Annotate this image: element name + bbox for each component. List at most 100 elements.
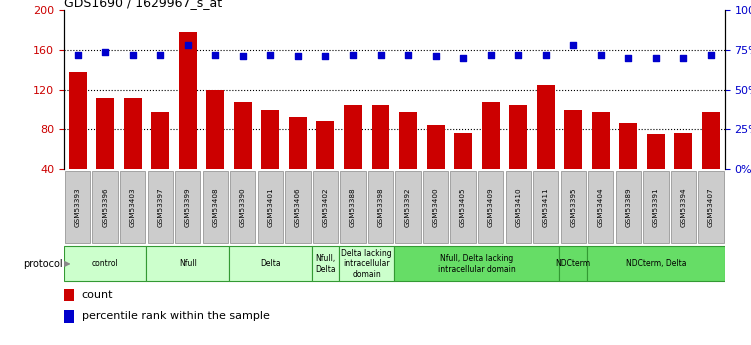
Point bbox=[375, 52, 387, 58]
Text: GSM53403: GSM53403 bbox=[130, 187, 136, 227]
Text: percentile rank within the sample: percentile rank within the sample bbox=[82, 312, 270, 322]
FancyBboxPatch shape bbox=[120, 170, 146, 244]
Bar bbox=[537, 85, 555, 209]
Text: GSM53393: GSM53393 bbox=[74, 187, 80, 227]
Text: GSM53404: GSM53404 bbox=[598, 187, 604, 227]
Point bbox=[512, 52, 524, 58]
FancyBboxPatch shape bbox=[478, 170, 503, 244]
FancyBboxPatch shape bbox=[230, 170, 255, 244]
Bar bbox=[344, 105, 362, 209]
Text: GSM53405: GSM53405 bbox=[460, 187, 466, 227]
Point bbox=[540, 52, 552, 58]
Bar bbox=[339, 246, 394, 282]
FancyBboxPatch shape bbox=[368, 170, 394, 244]
Point bbox=[623, 55, 635, 61]
FancyBboxPatch shape bbox=[340, 170, 366, 244]
Bar bbox=[647, 134, 665, 209]
Text: GSM53410: GSM53410 bbox=[515, 187, 521, 227]
Text: protocol: protocol bbox=[23, 259, 62, 269]
Bar bbox=[702, 111, 720, 209]
FancyBboxPatch shape bbox=[285, 170, 311, 244]
Text: NDCterm, Delta: NDCterm, Delta bbox=[626, 259, 686, 268]
Bar bbox=[620, 124, 638, 209]
Text: GSM53397: GSM53397 bbox=[157, 187, 163, 227]
Point bbox=[402, 52, 414, 58]
Point bbox=[182, 42, 194, 48]
Text: Nfull,
Delta: Nfull, Delta bbox=[315, 254, 336, 274]
Point bbox=[210, 52, 222, 58]
Bar bbox=[427, 125, 445, 209]
Bar bbox=[674, 133, 692, 209]
Text: GSM53388: GSM53388 bbox=[350, 187, 356, 227]
Point bbox=[319, 53, 331, 59]
Text: GSM53409: GSM53409 bbox=[487, 187, 493, 227]
Point bbox=[595, 52, 607, 58]
Bar bbox=[316, 121, 334, 209]
Bar bbox=[68, 72, 86, 209]
FancyBboxPatch shape bbox=[175, 170, 201, 244]
Point bbox=[99, 49, 111, 55]
Point bbox=[705, 52, 717, 58]
Point bbox=[484, 52, 496, 58]
Text: GSM53400: GSM53400 bbox=[433, 187, 439, 227]
Text: GSM53398: GSM53398 bbox=[378, 187, 384, 227]
Text: count: count bbox=[82, 290, 113, 300]
Bar bbox=[179, 32, 197, 209]
FancyBboxPatch shape bbox=[616, 170, 641, 244]
FancyBboxPatch shape bbox=[588, 170, 614, 244]
Bar bbox=[372, 105, 390, 209]
Text: GSM53401: GSM53401 bbox=[267, 187, 273, 227]
FancyBboxPatch shape bbox=[92, 170, 118, 244]
FancyBboxPatch shape bbox=[258, 170, 283, 244]
FancyBboxPatch shape bbox=[203, 170, 228, 244]
Text: GSM53411: GSM53411 bbox=[543, 187, 549, 227]
Point bbox=[457, 55, 469, 61]
Bar bbox=[399, 111, 417, 209]
Text: GSM53392: GSM53392 bbox=[405, 187, 411, 227]
Bar bbox=[587, 246, 725, 282]
Text: GSM53399: GSM53399 bbox=[185, 187, 191, 227]
Bar bbox=[394, 246, 559, 282]
FancyBboxPatch shape bbox=[533, 170, 559, 244]
Bar bbox=[234, 101, 252, 209]
Point bbox=[292, 53, 304, 59]
Text: GSM53406: GSM53406 bbox=[295, 187, 301, 227]
FancyBboxPatch shape bbox=[423, 170, 448, 244]
Point bbox=[127, 52, 139, 58]
Bar bbox=[559, 246, 587, 282]
Point bbox=[71, 52, 83, 58]
Text: Nfull, Delta lacking
intracellular domain: Nfull, Delta lacking intracellular domai… bbox=[438, 254, 516, 274]
Bar bbox=[289, 117, 307, 209]
Bar bbox=[261, 109, 279, 209]
FancyBboxPatch shape bbox=[643, 170, 668, 244]
Bar bbox=[64, 310, 74, 323]
Text: GSM53396: GSM53396 bbox=[102, 187, 108, 227]
Text: GSM53402: GSM53402 bbox=[322, 187, 328, 227]
FancyBboxPatch shape bbox=[560, 170, 586, 244]
Text: GDS1690 / 1629967_s_at: GDS1690 / 1629967_s_at bbox=[64, 0, 222, 9]
Point bbox=[347, 52, 359, 58]
Text: GSM53389: GSM53389 bbox=[626, 187, 632, 227]
FancyBboxPatch shape bbox=[451, 170, 476, 244]
Bar bbox=[312, 246, 339, 282]
Bar bbox=[229, 246, 312, 282]
Text: GSM53395: GSM53395 bbox=[570, 187, 576, 227]
Bar bbox=[564, 109, 582, 209]
FancyBboxPatch shape bbox=[698, 170, 724, 244]
Bar bbox=[509, 105, 527, 209]
Text: GSM53390: GSM53390 bbox=[240, 187, 246, 227]
Bar bbox=[64, 289, 74, 301]
FancyBboxPatch shape bbox=[395, 170, 421, 244]
Text: GSM53408: GSM53408 bbox=[213, 187, 219, 227]
Point bbox=[567, 42, 579, 48]
Bar bbox=[481, 101, 499, 209]
FancyBboxPatch shape bbox=[505, 170, 531, 244]
FancyBboxPatch shape bbox=[671, 170, 696, 244]
Bar bbox=[124, 98, 142, 209]
Point bbox=[677, 55, 689, 61]
Bar bbox=[207, 90, 225, 209]
Text: GSM53391: GSM53391 bbox=[653, 187, 659, 227]
Bar bbox=[64, 246, 146, 282]
FancyBboxPatch shape bbox=[147, 170, 173, 244]
Bar bbox=[151, 111, 169, 209]
